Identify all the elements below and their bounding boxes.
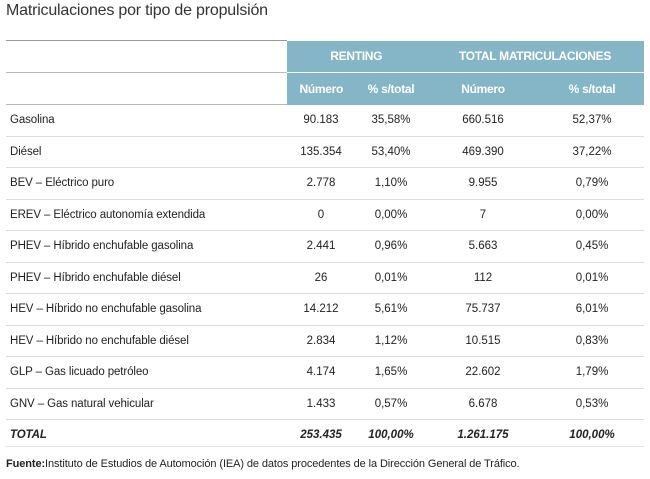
renting-pct: 5,61% — [356, 293, 426, 326]
header-empty-cell — [6, 40, 286, 73]
header-total-numero: Número — [426, 72, 540, 105]
footer-divider — [6, 446, 644, 447]
table-row: PHEV – Híbrido enchufable diésel 26 0,01… — [6, 262, 645, 294]
row-label: HEV – Híbrido no enchufable gasolina — [6, 293, 286, 326]
row-label: GNV – Gas natural vehicular — [6, 388, 286, 420]
renting-numero: 90.183 — [286, 104, 356, 137]
renting-pct: 53,40% — [356, 136, 426, 168]
total-pct: 1,79% — [540, 356, 645, 389]
renting-numero: 26 — [286, 262, 356, 294]
renting-numero: 1.433 — [286, 388, 356, 420]
total-pct: 0,45% — [540, 230, 645, 263]
row-label: Gasolina — [6, 104, 286, 137]
total-numero: 7 — [426, 199, 540, 231]
renting-pct: 0,96% — [356, 230, 426, 263]
total-numero: 6.678 — [426, 388, 540, 420]
total-numero: 469.390 — [426, 136, 540, 168]
total-numero: 75.737 — [426, 293, 540, 326]
renting-numero: 135.354 — [286, 136, 356, 168]
total-pct: 6,01% — [540, 293, 645, 326]
renting-numero: 2.778 — [286, 167, 356, 200]
total-numero: 660.516 — [426, 104, 540, 137]
header-renting-numero: Número — [285, 72, 356, 105]
source-text: Instituto de Estudios de Automoción (IEA… — [45, 458, 520, 470]
row-label: PHEV – Híbrido enchufable gasolina — [6, 230, 286, 263]
renting-numero: 2.441 — [286, 230, 356, 263]
renting-pct: 35,58% — [356, 104, 426, 137]
total-numero: 112 — [426, 262, 540, 294]
total-row: TOTAL 253.435 100,00% 1.261.175 100,00% — [6, 420, 644, 451]
row-label: GLP – Gas licuado petróleo — [6, 356, 286, 389]
total-numero: 5.663 — [426, 230, 540, 263]
table-row: HEV – Híbrido no enchufable gasolina 14.… — [6, 293, 645, 326]
row-label: HEV – Híbrido no enchufable diésel — [6, 325, 286, 357]
renting-pct: 0,00% — [356, 199, 426, 231]
total-renting-numero: 253.435 — [300, 429, 342, 442]
total-total-numero: 1.261.175 — [457, 429, 509, 442]
row-label: PHEV – Híbrido enchufable diésel — [6, 262, 286, 294]
renting-pct: 0,57% — [356, 388, 426, 420]
total-numero: 10.515 — [426, 325, 540, 357]
total-pct: 0,00% — [540, 199, 645, 231]
total-pct: 0,01% — [540, 262, 645, 294]
total-pct: 0,83% — [540, 325, 645, 357]
header-group-row: RENTING TOTAL MATRICULACIONES — [6, 40, 645, 73]
renting-numero: 14.212 — [286, 293, 356, 326]
total-label: TOTAL — [10, 429, 47, 442]
table-row: BEV – Eléctrico puro 2.778 1,10% 9.955 0… — [6, 167, 645, 200]
renting-numero: 0 — [286, 199, 356, 231]
total-pct: 0,79% — [540, 167, 645, 200]
row-label: Diésel — [6, 136, 286, 168]
renting-pct: 0,01% — [356, 262, 426, 294]
total-renting-pct: 100,00% — [368, 429, 414, 442]
header-total-pct: % s/total — [540, 72, 645, 105]
row-label: BEV – Eléctrico puro — [6, 167, 286, 200]
table-row: Gasolina 90.183 35,58% 660.516 52,37% — [6, 104, 645, 137]
table-row: GLP – Gas licuado petróleo 4.174 1,65% 2… — [6, 356, 645, 389]
total-pct: 0,53% — [540, 388, 645, 420]
table-row: HEV – Híbrido no enchufable diésel 2.834… — [6, 325, 645, 357]
renting-pct: 1,65% — [356, 356, 426, 389]
header-renting-pct: % s/total — [356, 72, 426, 105]
registrations-table: RENTING TOTAL MATRICULACIONES Número % s… — [6, 40, 645, 451]
table-row: GNV – Gas natural vehicular 1.433 0,57% … — [6, 388, 645, 420]
header-renting: RENTING — [285, 40, 426, 73]
header-total-matriculaciones: TOTAL MATRICULACIONES — [426, 40, 645, 73]
total-numero: 22.602 — [426, 356, 540, 389]
total-pct: 37,22% — [540, 136, 645, 168]
source-note: Fuente:Instituto de Estudios de Automoci… — [6, 458, 520, 470]
page-title: Matriculaciones por tipo de propulsión — [6, 2, 268, 19]
total-numero: 9.955 — [426, 167, 540, 200]
table-row: EREV – Eléctrico autonomía extendida 0 0… — [6, 199, 645, 231]
renting-numero: 4.174 — [286, 356, 356, 389]
table-row: Diésel 135.354 53,40% 469.390 37,22% — [6, 136, 645, 168]
header-empty-cell — [6, 72, 286, 105]
header-sub-row: Número % s/total Número % s/total — [6, 72, 645, 105]
source-prefix: Fuente: — [6, 458, 46, 470]
row-label: EREV – Eléctrico autonomía extendida — [6, 199, 286, 231]
renting-pct: 1,12% — [356, 325, 426, 357]
renting-pct: 1,10% — [356, 167, 426, 200]
table-row: PHEV – Híbrido enchufable gasolina 2.441… — [6, 230, 645, 263]
total-pct: 52,37% — [540, 104, 645, 137]
renting-numero: 2.834 — [286, 325, 356, 357]
total-total-pct: 100,00% — [569, 429, 615, 442]
